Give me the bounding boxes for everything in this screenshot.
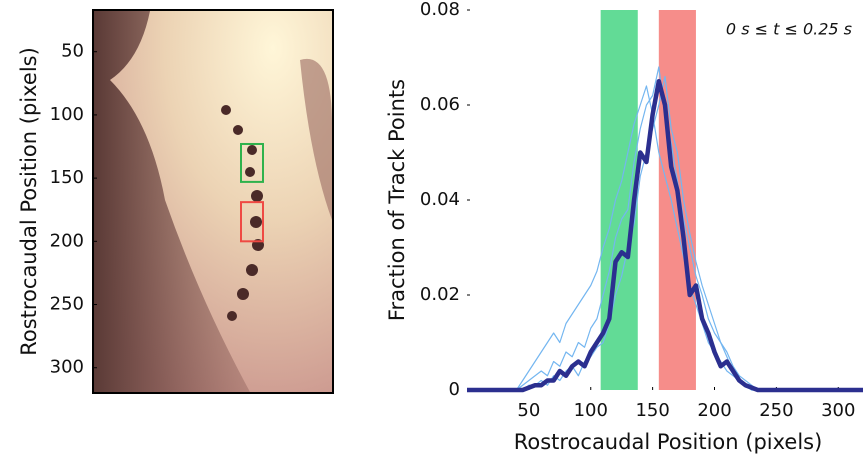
photo [92, 9, 334, 394]
y-tick-label: 0 [449, 379, 460, 400]
y-tick-label: 150 [50, 167, 84, 188]
y-tick-label: 300 [50, 357, 84, 378]
x-axis-label: Rostrocaudal Position (pixels) [514, 430, 823, 454]
x-tick-label: 250 [759, 400, 793, 421]
x-tick-label: 150 [635, 400, 669, 421]
y-axis-label: Fraction of Track Points [385, 79, 409, 321]
x-tick-label: 100 [574, 400, 608, 421]
x-tick-label: 200 [697, 400, 731, 421]
x-tick-label: 300 [821, 400, 855, 421]
y-tick-label: 0.06 [420, 94, 460, 115]
roi-box [240, 142, 264, 183]
y-tick-label: 200 [50, 230, 84, 251]
series-line [467, 75, 863, 391]
y-tick-label: 0.04 [420, 189, 460, 210]
y-axis-label: Rostrocaudal Position (pixels) [17, 47, 41, 356]
roi-box [240, 201, 264, 243]
y-tick-label: 0.08 [420, 0, 460, 20]
series-line [467, 66, 863, 391]
series-line [467, 79, 863, 393]
series-line [467, 85, 863, 391]
y-tick-label: 50 [61, 41, 84, 62]
y-tick-label: 250 [50, 294, 84, 315]
y-tick-label: 100 [50, 104, 84, 125]
x-tick-label: 50 [517, 400, 540, 421]
y-tick-label: 0.02 [420, 284, 460, 305]
annotation: 0 s ≤ t ≤ 0.25 s [726, 20, 852, 39]
